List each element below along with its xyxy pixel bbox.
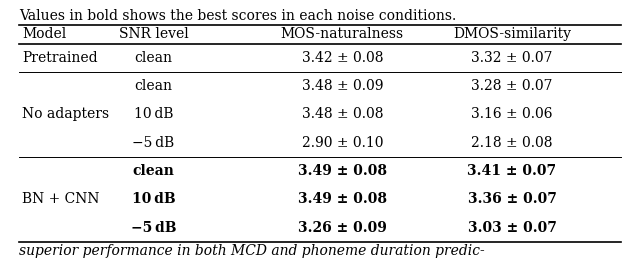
Text: No adapters: No adapters xyxy=(22,107,109,121)
Text: 3.49 ± 0.08: 3.49 ± 0.08 xyxy=(298,164,387,178)
Text: superior performance in both MCD and phoneme duration predic-: superior performance in both MCD and pho… xyxy=(19,244,485,258)
Text: 3.32 ± 0.07: 3.32 ± 0.07 xyxy=(471,51,553,65)
Text: 3.26 ± 0.09: 3.26 ± 0.09 xyxy=(298,220,387,235)
Text: 3.03 ± 0.07: 3.03 ± 0.07 xyxy=(468,220,556,235)
Text: Pretrained: Pretrained xyxy=(22,51,98,65)
Text: 2.18 ± 0.08: 2.18 ± 0.08 xyxy=(471,136,553,150)
Text: 3.49 ± 0.08: 3.49 ± 0.08 xyxy=(298,192,387,206)
Text: clean: clean xyxy=(134,51,173,65)
Text: SNR level: SNR level xyxy=(119,28,188,41)
Text: clean: clean xyxy=(132,164,175,178)
Text: 3.41 ± 0.07: 3.41 ± 0.07 xyxy=(467,164,557,178)
Text: 2.90 ± 0.10: 2.90 ± 0.10 xyxy=(301,136,383,150)
Text: DMOS-similarity: DMOS-similarity xyxy=(453,28,571,41)
Text: 10 dB: 10 dB xyxy=(134,107,173,121)
Text: 10 dB: 10 dB xyxy=(132,192,175,206)
Text: Values in bold shows the best scores in each noise conditions.: Values in bold shows the best scores in … xyxy=(19,9,456,23)
Text: 3.42 ± 0.08: 3.42 ± 0.08 xyxy=(301,51,383,65)
Text: 3.48 ± 0.09: 3.48 ± 0.09 xyxy=(301,79,383,93)
Text: BN + CNN: BN + CNN xyxy=(22,192,100,206)
Text: MOS-naturalness: MOS-naturalness xyxy=(281,28,404,41)
Text: Model: Model xyxy=(22,28,67,41)
Text: 3.36 ± 0.07: 3.36 ± 0.07 xyxy=(468,192,556,206)
Text: 3.28 ± 0.07: 3.28 ± 0.07 xyxy=(471,79,553,93)
Text: clean: clean xyxy=(134,79,173,93)
Text: 3.16 ± 0.06: 3.16 ± 0.06 xyxy=(471,107,553,121)
Text: −5 dB: −5 dB xyxy=(132,136,175,150)
Text: −5 dB: −5 dB xyxy=(131,220,177,235)
Text: 3.48 ± 0.08: 3.48 ± 0.08 xyxy=(301,107,383,121)
